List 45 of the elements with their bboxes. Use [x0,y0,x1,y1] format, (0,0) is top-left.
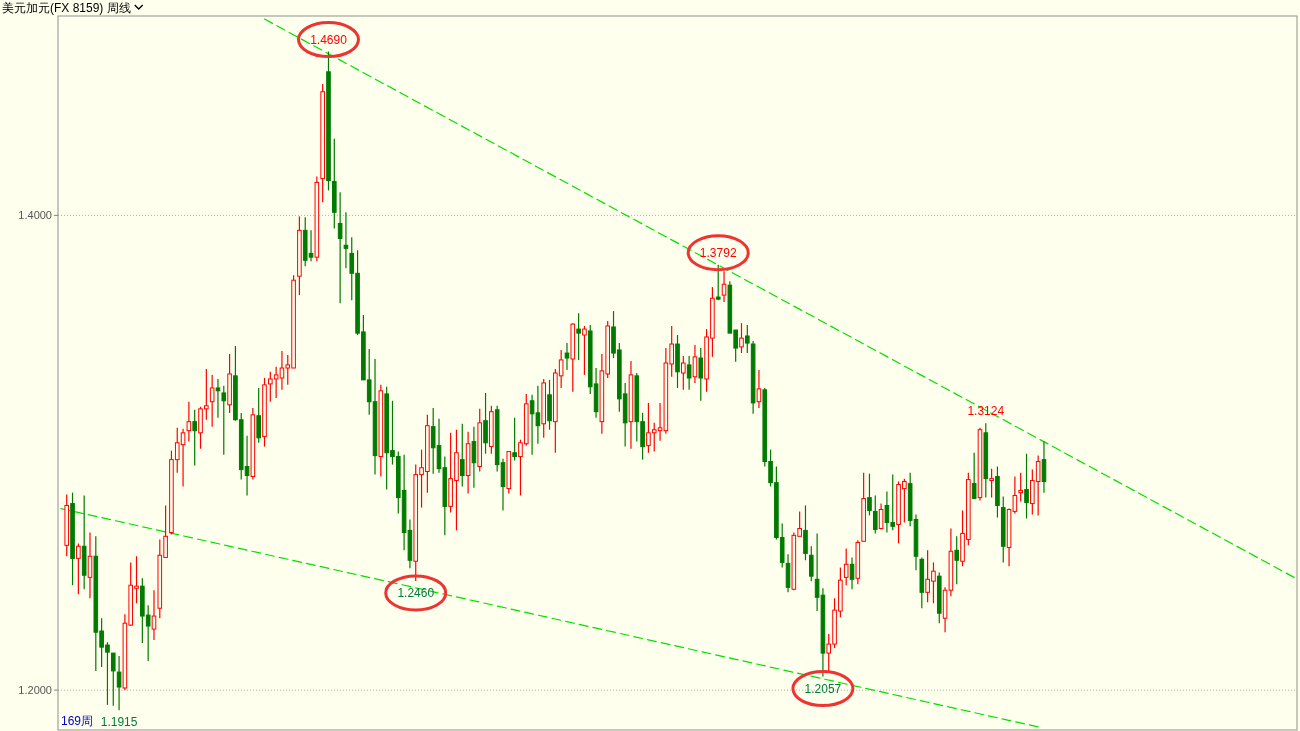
candlestick [564,342,570,371]
candlestick [803,504,808,561]
candlestick [686,355,692,391]
candlestick [343,211,349,269]
candlestick [209,374,215,428]
annotation: 1.4690 [310,32,348,47]
candlestick [756,369,762,409]
candlestick [192,409,197,467]
candlestick [215,378,221,419]
candlestick [576,312,581,361]
chart-title: 美元加元(FX 8159) 周线 [2,1,131,15]
annotation: 1.3124 [967,404,1005,419]
candlestick [692,344,698,384]
candlestick [459,423,465,488]
candlestick [471,426,477,489]
candlestick [872,494,878,535]
candlestick [989,468,994,499]
candlestick [582,325,587,376]
candlestick [512,417,517,462]
candlestick [681,355,686,391]
candlestick [843,547,849,586]
annotation: 1.2057 [804,681,842,696]
y-tick-label: 1.2000 [18,684,52,697]
candlestick [221,385,227,456]
candlestick [1024,453,1029,520]
candlestick [337,191,343,304]
candlestick [878,502,884,531]
candlestick [151,589,157,641]
candlestick [971,452,977,500]
candlestick [715,264,721,301]
candlestick [867,473,872,517]
y-tick-label: 1.4000 [18,209,52,222]
candlestick [1018,472,1023,503]
annotation: 1.1915 [100,715,138,730]
candlestick [256,387,261,444]
candlestick [186,401,192,443]
candlestick [698,347,704,402]
candlestick [808,545,814,582]
candlestick [483,392,488,455]
annotation: 169周 [61,714,94,728]
annotation: 1.3792 [699,245,737,260]
candlestick [76,542,81,595]
candlestick [954,535,960,585]
annotation: 1.2460 [397,585,435,600]
candlestick [739,322,744,354]
